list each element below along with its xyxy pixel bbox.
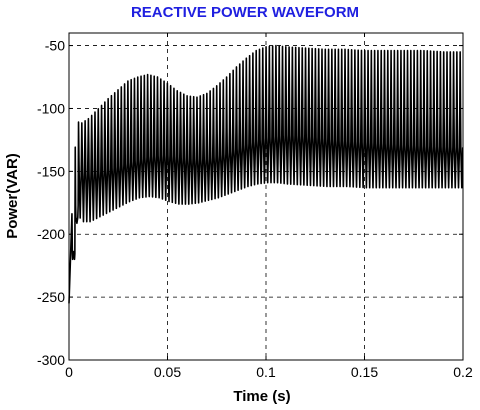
x-tick-label: 0.05 <box>154 364 181 380</box>
x-tick-label: 0.15 <box>351 364 378 380</box>
y-axis-label: Power(VAR) <box>4 153 21 239</box>
axis-ticks: 0 0.05 0.1 0.15 0.2 -300 -250 -200 -150 -100 -50 <box>37 33 473 380</box>
x-tick-label: 0.1 <box>256 364 276 380</box>
series-power <box>68 44 464 304</box>
y-tick-label: -250 <box>37 289 65 305</box>
x-axis-label: Time (s) <box>233 388 290 405</box>
y-tick-label: -100 <box>37 100 65 116</box>
y-tick-label: -50 <box>45 38 65 54</box>
x-tick-label: 0.2 <box>453 364 473 380</box>
chart-title: REACTIVE POWER WAVEFORM <box>131 4 359 21</box>
y-tick-label: -150 <box>37 163 65 179</box>
x-tick-label: 0 <box>65 364 73 380</box>
series-line <box>68 44 464 304</box>
y-tick-label: -300 <box>37 352 65 368</box>
y-tick-label: -200 <box>37 226 65 242</box>
